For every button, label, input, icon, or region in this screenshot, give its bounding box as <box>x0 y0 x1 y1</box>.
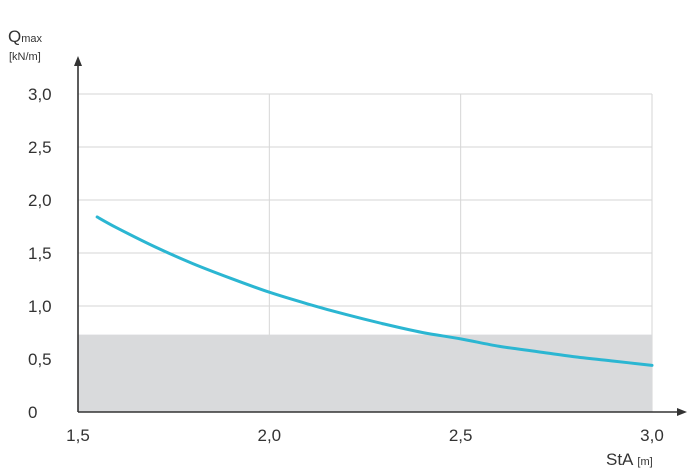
x-tick-label: 2,5 <box>449 426 473 445</box>
x-axis-arrow-icon <box>677 408 687 416</box>
y-tick-label: 3,0 <box>28 85 52 104</box>
y-tick-labels: 0 0,5 1,0 1,5 2,0 2,5 3,0 <box>28 85 52 422</box>
series-line <box>95 215 654 367</box>
y-tick-label: 2,0 <box>28 191 52 210</box>
x-axis-label: StA <box>606 450 634 469</box>
y-tick-label: 0 <box>28 403 37 422</box>
y-axis-unit: [kN/m] <box>9 51 41 63</box>
shaded-band <box>78 334 652 412</box>
x-axis-unit: [m] <box>637 456 652 468</box>
x-axis-title: StA [m] <box>606 450 653 469</box>
y-tick-label: 1,0 <box>28 297 52 316</box>
grid <box>78 93 653 412</box>
x-tick-label: 2,0 <box>258 426 282 445</box>
y-axis-label-sub: max <box>21 33 42 45</box>
x-tick-label: 1,5 <box>66 426 90 445</box>
y-tick-label: 1,5 <box>28 244 52 263</box>
axes <box>74 56 687 416</box>
y-axis-title: Qmax <box>8 27 43 46</box>
x-tick-labels: 1,5 2,0 2,5 3,0 <box>66 426 664 445</box>
y-tick-label: 2,5 <box>28 138 52 157</box>
x-tick-label: 3,0 <box>640 426 664 445</box>
y-axis-label: Q <box>8 27 21 46</box>
y-axis-arrow-icon <box>74 56 82 66</box>
y-tick-label: 0,5 <box>28 350 52 369</box>
